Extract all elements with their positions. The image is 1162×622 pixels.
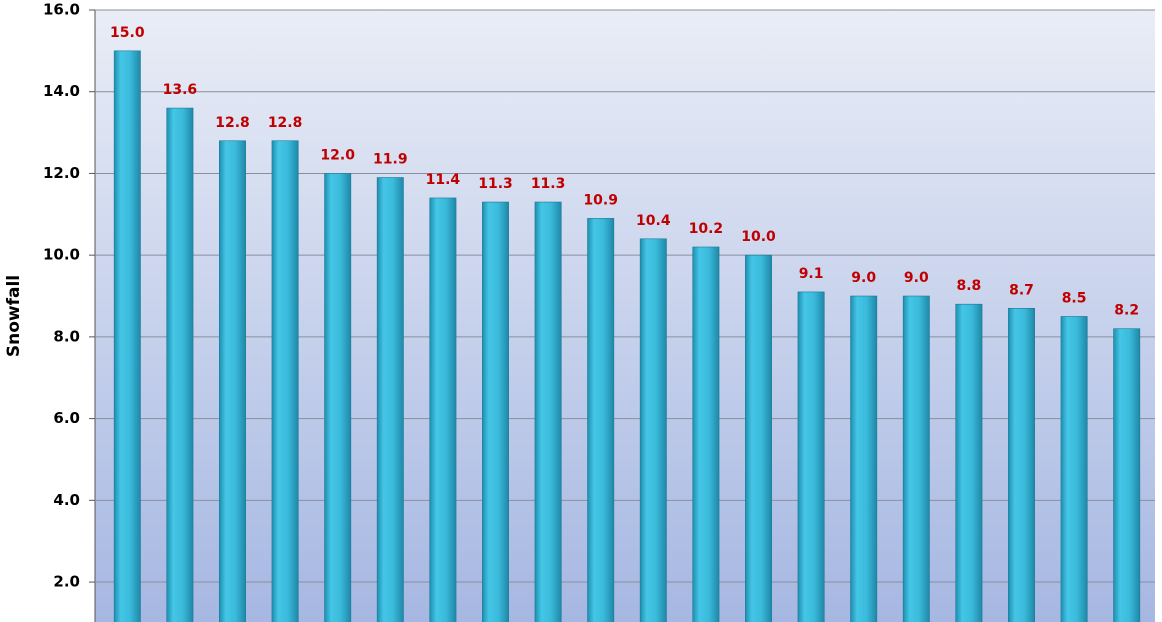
value-label: 8.7 <box>1009 282 1034 298</box>
value-label: 9.0 <box>851 270 876 286</box>
y-tick-label: 12.0 <box>43 164 80 182</box>
value-label: 10.0 <box>741 229 776 245</box>
value-label: 11.4 <box>426 172 461 188</box>
value-label: 12.8 <box>215 115 250 131</box>
bar <box>324 173 352 622</box>
value-label: 10.2 <box>689 221 724 237</box>
bar <box>692 246 720 622</box>
bar <box>955 303 983 622</box>
value-label: 9.0 <box>904 270 929 286</box>
bar <box>1113 328 1141 622</box>
y-tick-label: 6.0 <box>53 409 80 427</box>
bar <box>429 197 457 622</box>
y-tick-label: 2.0 <box>53 573 80 591</box>
bar <box>113 50 141 622</box>
value-label: 9.1 <box>799 266 824 282</box>
value-label: 11.3 <box>478 176 513 192</box>
bar <box>219 140 246 622</box>
bar <box>534 201 562 622</box>
bar <box>587 218 615 622</box>
value-label: 11.3 <box>531 176 566 192</box>
bar <box>271 140 299 622</box>
plot-area <box>95 10 1155 622</box>
value-label: 12.8 <box>268 115 303 131</box>
value-label: 12.0 <box>320 147 355 163</box>
bar <box>850 295 878 622</box>
bar <box>1060 316 1088 622</box>
value-label: 10.4 <box>636 213 671 229</box>
bar <box>902 295 930 622</box>
bar <box>376 177 404 622</box>
bar <box>166 107 194 622</box>
y-tick-label: 10.0 <box>43 246 80 264</box>
y-tick-label: 8.0 <box>53 327 80 345</box>
y-tick-label: 4.0 <box>53 491 80 509</box>
value-label: 10.9 <box>583 192 618 208</box>
value-label: 8.5 <box>1062 290 1087 306</box>
value-label: 13.6 <box>163 82 198 98</box>
bar <box>745 254 772 622</box>
y-tick-label: 14.0 <box>43 82 80 100</box>
bar <box>1008 307 1035 622</box>
bar <box>639 238 667 622</box>
y-axis-title: Snowfall <box>4 275 24 357</box>
bar <box>797 291 825 622</box>
bar <box>482 201 509 622</box>
value-label: 8.2 <box>1114 303 1139 319</box>
value-label: 15.0 <box>110 25 145 41</box>
y-tick-label: 16.0 <box>43 1 80 19</box>
value-label: 8.8 <box>956 278 981 294</box>
value-label: 11.9 <box>373 152 408 168</box>
